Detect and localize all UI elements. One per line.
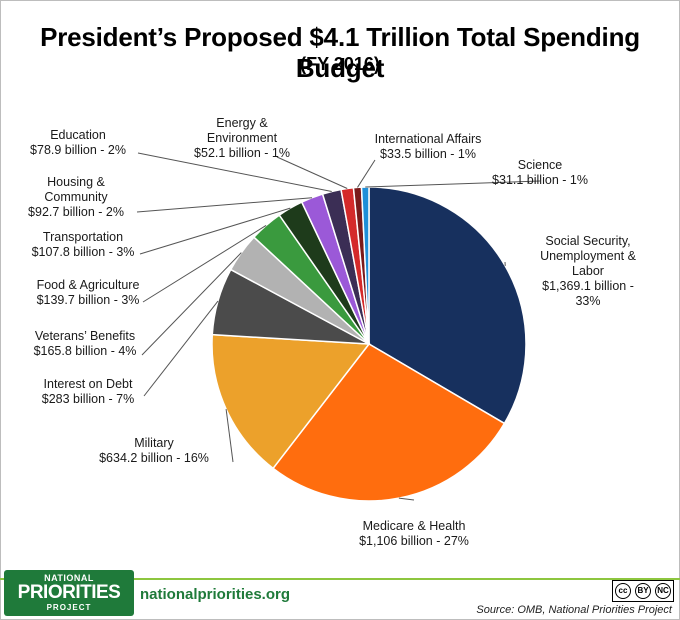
slice-label-line: $33.5 billion - 1% <box>380 147 476 161</box>
slice-label-line: Environment <box>207 131 278 145</box>
slice-label-3: Military $634.2 billion - 16% <box>99 436 209 465</box>
slice-label-line: $634.2 billion - 16% <box>99 451 209 465</box>
slice-label-6: Food & Agriculture $139.7 billion - 3% <box>37 278 140 307</box>
slice-label-line: Science <box>518 158 563 172</box>
slice-label-line: Community <box>44 190 108 204</box>
slice-label-5: Veterans’ Benefits $165.8 billion - 4% <box>34 329 137 358</box>
slice-label-line: 33% <box>575 294 600 308</box>
slice-label-line: International Affairs <box>375 132 482 146</box>
slice-label-10: Energy & Environment $52.1 billion - 1% <box>194 116 290 160</box>
leader-line-9 <box>137 152 332 192</box>
leader-line-10 <box>276 156 348 189</box>
slice-label-7: Transportation $107.8 billion - 3% <box>32 230 135 259</box>
leader-line-3 <box>225 408 234 463</box>
logo-line-2: PRIORITIES <box>17 582 121 603</box>
slice-label-line: Unemployment & <box>540 249 637 263</box>
slice-label-1: Social Security, Unemployment & Labor $1,36… <box>540 234 637 308</box>
slice-label-line: Housing & <box>47 175 105 189</box>
slice-label-line: $78.9 billion - 2% <box>30 143 126 157</box>
slice-label-line: $92.7 billion - 2% <box>28 205 124 219</box>
pie-slice-3 <box>211 333 371 470</box>
chart-title: President’s Proposed $4.1 Trillion Total… <box>40 22 640 83</box>
website-link[interactable]: nationalpriorities.org <box>140 586 291 603</box>
source-note: Source: OMB, National Priorities Project <box>476 604 672 616</box>
leader-line-12 <box>365 180 541 188</box>
slice-label-line: Transportation <box>43 230 123 244</box>
nc-icon: NC <box>655 583 671 599</box>
slice-label-line: Energy & <box>216 116 268 130</box>
leader-line-2 <box>398 497 415 501</box>
cc-icon: cc <box>615 583 631 599</box>
slice-label-2: Medicare & Health $1,106 billion - 27% <box>359 519 469 548</box>
slice-label-line: $31.1 billion - 1% <box>492 173 588 187</box>
leader-line-5 <box>141 252 242 356</box>
logo-line-3: PROJECT <box>46 603 92 612</box>
logo-line-1: NATIONAL <box>44 573 94 583</box>
npp-logo: NATIONAL PRIORITIES PROJECT <box>4 570 134 616</box>
slice-label-line: $165.8 billion - 4% <box>34 344 137 358</box>
slice-label-line: $139.7 billion - 3% <box>37 293 140 307</box>
slice-label-9: Education $78.9 billion - 2% <box>30 128 126 157</box>
slice-label-11: International Affairs $33.5 billion - 1% <box>375 132 482 161</box>
by-icon: BY <box>635 583 651 599</box>
slice-label-line: Social Security, <box>545 234 630 248</box>
slice-label-line: Military <box>134 436 174 450</box>
leader-line-11 <box>357 159 376 188</box>
leader-line-7 <box>139 207 291 255</box>
slice-label-line: $1,106 billion - 27% <box>359 534 469 548</box>
slice-label-4: Interest on Debt $283 billion - 7% <box>42 377 134 406</box>
leader-line-6 <box>142 225 267 303</box>
leader-line-8 <box>136 197 313 213</box>
slice-label-line: Labor <box>572 264 604 278</box>
slice-label-line: Medicare & Health <box>363 519 466 533</box>
slice-label-line: $107.8 billion - 3% <box>32 245 135 259</box>
leader-line-4 <box>143 300 219 397</box>
slice-label-line: Education <box>50 128 106 142</box>
slice-label-line: $52.1 billion - 1% <box>194 146 290 160</box>
creative-commons-badge: cc BY NC <box>612 580 674 602</box>
chart-subtitle: (FY 2016) <box>300 54 380 74</box>
slice-label-line: Veterans’ Benefits <box>35 329 135 343</box>
footer-divider <box>0 578 680 580</box>
slice-label-line: Food & Agriculture <box>37 278 140 292</box>
slice-label-line: Interest on Debt <box>44 377 133 391</box>
slice-label-12: Science $31.1 billion - 1% <box>492 158 588 187</box>
slice-label-8: Housing & Community $92.7 billion - 2% <box>28 175 124 219</box>
slice-label-line: $283 billion - 7% <box>42 392 134 406</box>
slice-label-line: $1,369.1 billion - <box>542 279 634 293</box>
